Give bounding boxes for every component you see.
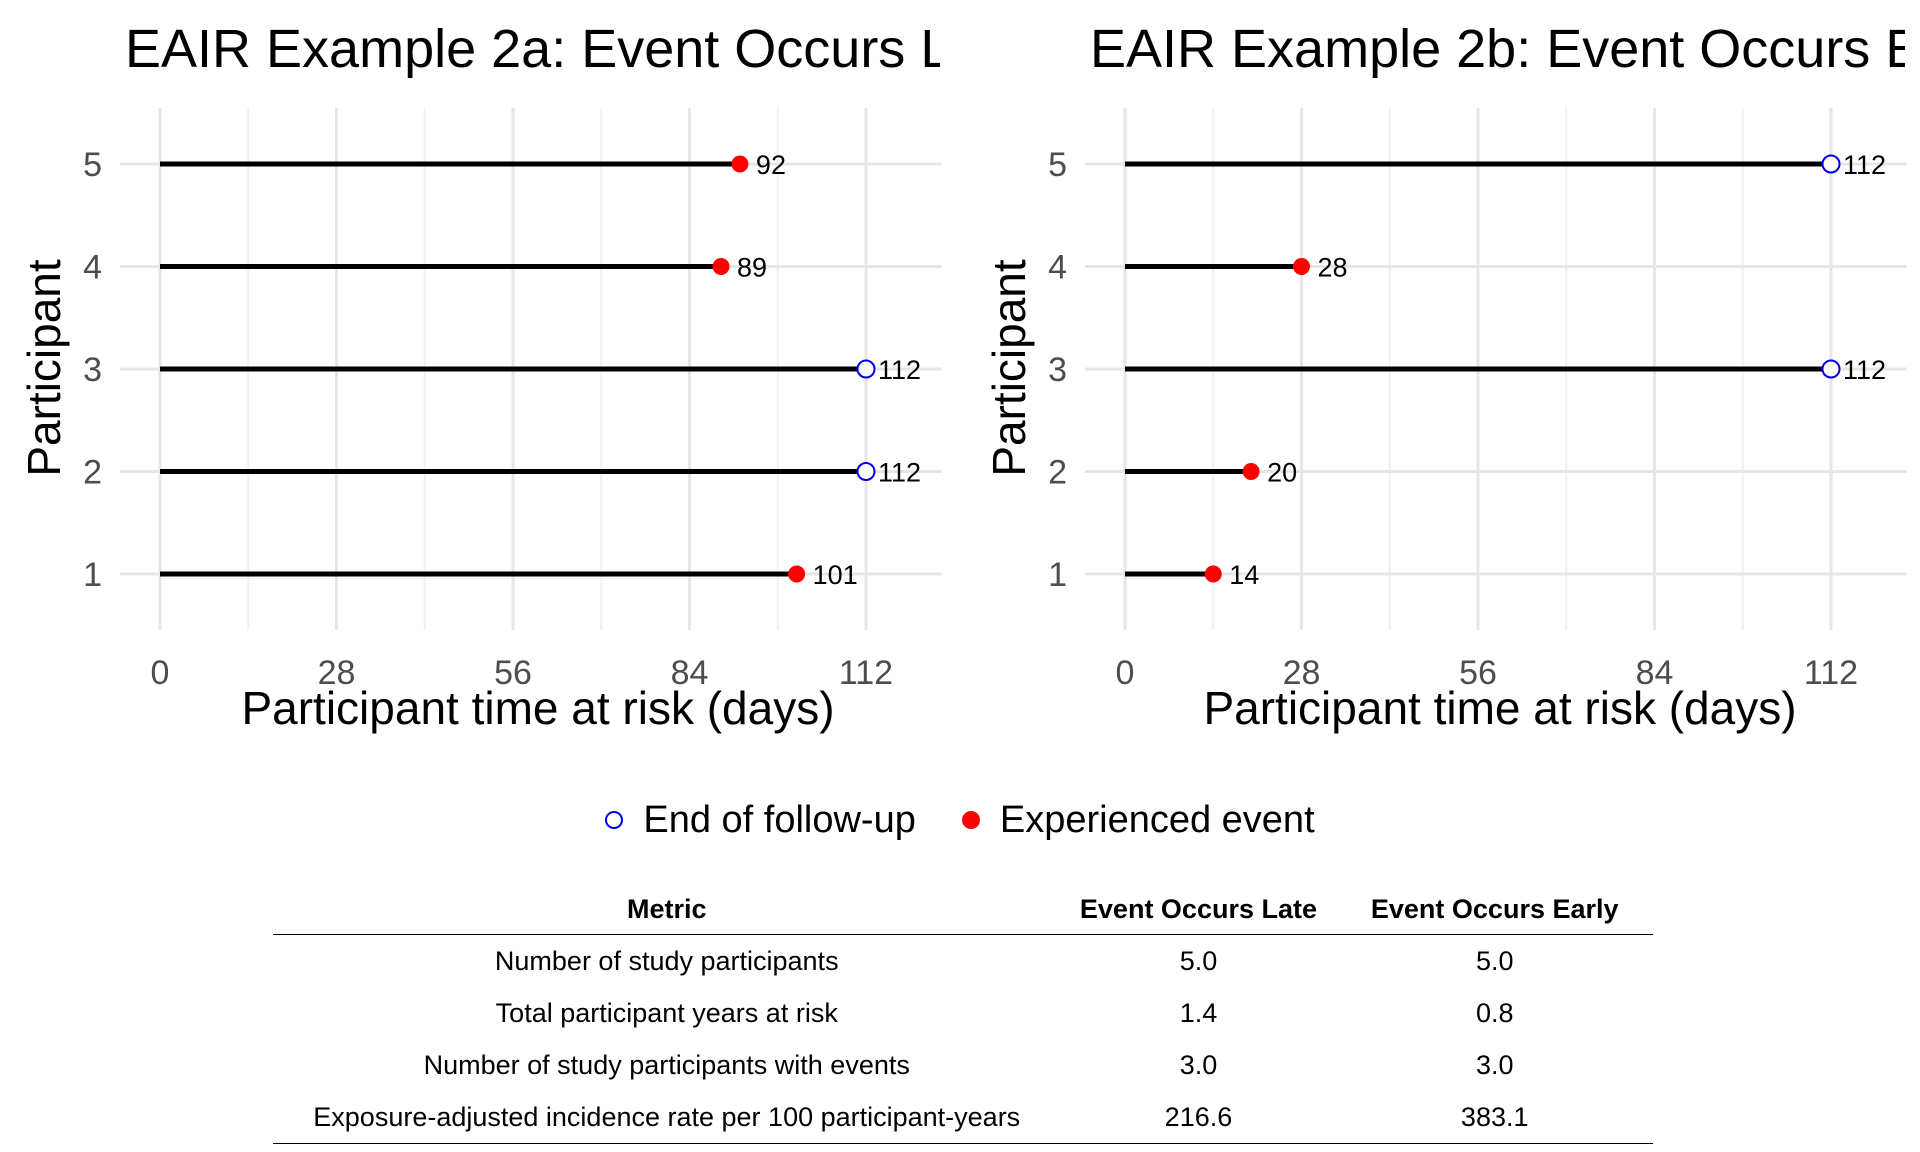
event-point [1242,463,1260,480]
table-cell: 383.1 [1336,1091,1653,1144]
follow-up-end-point [856,462,876,481]
table-cell: 3.0 [1475,1049,1514,1080]
panel-2: 1 2 3 4 5 0 28 56 84 112 14 20 112 28 112 EAIR Example … [983,19,1920,734]
x-tick-label: 28 [1283,654,1321,692]
y-axis-label: Participant [18,259,70,477]
y-tick-label: 2 [1048,454,1067,492]
table-cell: 0.8 [1475,997,1514,1028]
data-label: 92 [756,150,786,180]
event-point [1204,565,1222,583]
y-tick-label: 4 [83,249,102,287]
y-tick-label: 4 [1048,249,1067,287]
panel-1: 1 2 3 4 5 0 28 56 84 112 101 112 112 89 92 EAIR Example… [18,19,1025,734]
legend-label: Experienced event [999,798,1315,841]
event-point [731,155,749,173]
panel-title: EAIR Example 2b: Event Occurs Early [1090,19,1920,79]
table-row: Total participant years at risk 1.4 0.8 [273,987,1653,1039]
y-tick-label: 2 [83,454,102,492]
y-axis-label: Participant [983,259,1035,477]
table-row: Number of study participants 5.0 5.0 [273,935,1653,988]
legend-item-end-of-follow-up: End of follow-up [605,799,916,842]
x-axis-label: Participant time at risk (days) [241,682,834,734]
table-cell: Exposure-adjusted incidence rate per 100… [273,1091,1061,1144]
data-label: 112 [1843,355,1886,385]
legend: End of follow-up Experienced event [0,790,1920,850]
data-label: 89 [737,253,767,283]
follow-up-end-point [856,359,876,379]
table-cell: 5.0 [1475,945,1514,976]
table-cell: 3.0 [1179,1049,1218,1080]
table-cell: Number of study participants [494,945,839,976]
x-tick-label: 28 [318,654,356,692]
y-tick-label: 1 [1048,556,1067,594]
table-cell: Number of study participants with events [423,1049,910,1080]
x-tick-label: 112 [1804,654,1858,692]
y-tick-label: 5 [83,146,102,184]
table-cell: 5.0 [1179,945,1218,976]
table-cell: 1.4 [1179,997,1218,1028]
y-tick-label: 1 [83,556,102,594]
panel-title: EAIR Example 2a: Event Occurs Late [125,19,1025,79]
event-point [712,258,730,275]
legend-label: End of follow-up [643,798,916,841]
x-tick-label: 112 [839,654,893,692]
x-tick-label: 84 [1636,654,1674,692]
table-row: Exposure-adjusted incidence rate per 100… [273,1091,1653,1144]
x-tick-label: 84 [671,654,709,692]
column-header: Metric [273,884,1061,935]
y-tick-label: 3 [1048,351,1067,389]
x-tick-label: 0 [151,654,170,692]
data-label: 112 [878,355,921,385]
x-axis-label: Participant time at risk (days) [1203,682,1796,734]
data-label: 112 [878,458,921,488]
table-header-row: Metric Event Occurs Late Event Occurs Ea… [273,884,1653,935]
open-circle-icon [605,811,624,829]
x-tick-label: 56 [494,654,532,692]
legend-item-experienced-event: Experienced event [961,798,1315,842]
event-point [788,565,806,583]
eair-plots: 1 2 3 4 5 0 28 56 84 112 101 112 112 89 92 EAIR Example… [18,19,1920,734]
table-row: Number of study participants with events… [273,1039,1653,1091]
metrics-table: Metric Event Occurs Late Event Occurs Ea… [273,884,1653,1144]
x-tick-label: 56 [1459,654,1497,692]
y-tick-label: 5 [1048,146,1067,184]
table-cell: 216.6 [1060,1091,1337,1144]
follow-up-end-point [1821,359,1841,379]
column-header: Event Occurs Late [1060,884,1337,935]
data-label: 14 [1229,560,1259,590]
data-label: 112 [1843,150,1886,180]
follow-up-end-point [1821,154,1841,174]
filled-circle-icon [961,811,980,829]
data-label: 28 [1318,253,1348,283]
data-label: 20 [1267,458,1297,488]
column-header: Event Occurs Early [1336,884,1653,935]
event-point [1293,258,1310,275]
table-cell: Total participant years at risk [495,997,838,1028]
x-tick-label: 0 [1116,654,1135,692]
y-tick-label: 3 [83,351,102,389]
data-label: 101 [813,560,858,590]
